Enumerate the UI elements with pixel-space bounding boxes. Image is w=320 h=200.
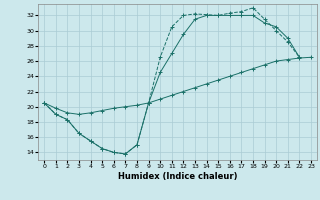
X-axis label: Humidex (Indice chaleur): Humidex (Indice chaleur): [118, 172, 237, 181]
